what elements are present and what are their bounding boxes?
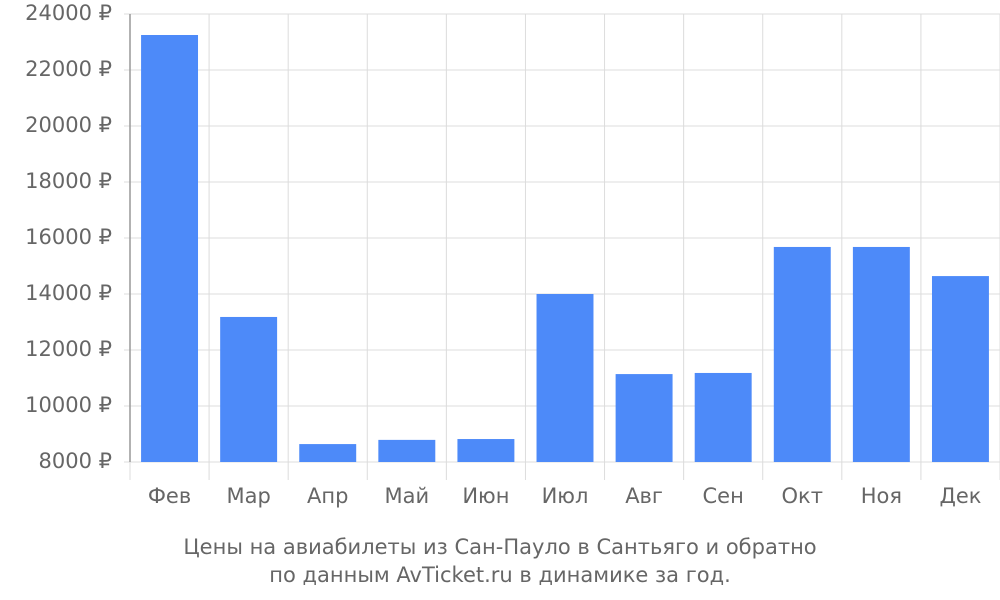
- bar: [378, 439, 436, 462]
- bar: [457, 439, 515, 462]
- x-tick-label: Июн: [462, 484, 509, 508]
- x-tick-label: Ноя: [861, 484, 902, 508]
- y-tick-label: 10000 ₽: [25, 393, 112, 417]
- y-tick-label: 16000 ₽: [25, 225, 112, 249]
- bar: [220, 316, 278, 462]
- x-tick-label: Май: [384, 484, 429, 508]
- x-tick-label: Авг: [625, 484, 663, 508]
- caption-line: Цены на авиабилеты из Сан-Пауло в Сантья…: [183, 535, 816, 559]
- y-tick-label: 24000 ₽: [25, 1, 112, 25]
- caption-line: по данным AvTicket.ru в динамике за год.: [269, 563, 731, 587]
- x-tick-label: Дек: [939, 484, 981, 508]
- x-tick-label: Апр: [307, 484, 348, 508]
- bar: [615, 374, 673, 462]
- bar: [536, 294, 594, 462]
- y-tick-label: 22000 ₽: [25, 57, 112, 81]
- x-tick-label: Мар: [226, 484, 270, 508]
- y-tick-label: 20000 ₽: [25, 113, 112, 137]
- x-tick-label: Фев: [148, 484, 191, 508]
- y-tick-label: 14000 ₽: [25, 281, 112, 305]
- bar: [141, 35, 199, 462]
- x-tick-label: Июл: [542, 484, 589, 508]
- bar: [299, 444, 357, 462]
- x-tick-label: Окт: [782, 484, 823, 508]
- bar: [852, 246, 910, 462]
- y-tick-label: 8000 ₽: [39, 449, 112, 473]
- bar: [773, 246, 831, 462]
- y-tick-label: 12000 ₽: [25, 337, 112, 361]
- bar: [694, 372, 752, 462]
- y-tick-label: 18000 ₽: [25, 169, 112, 193]
- x-tick-label: Сен: [703, 484, 744, 508]
- bar: [931, 276, 989, 462]
